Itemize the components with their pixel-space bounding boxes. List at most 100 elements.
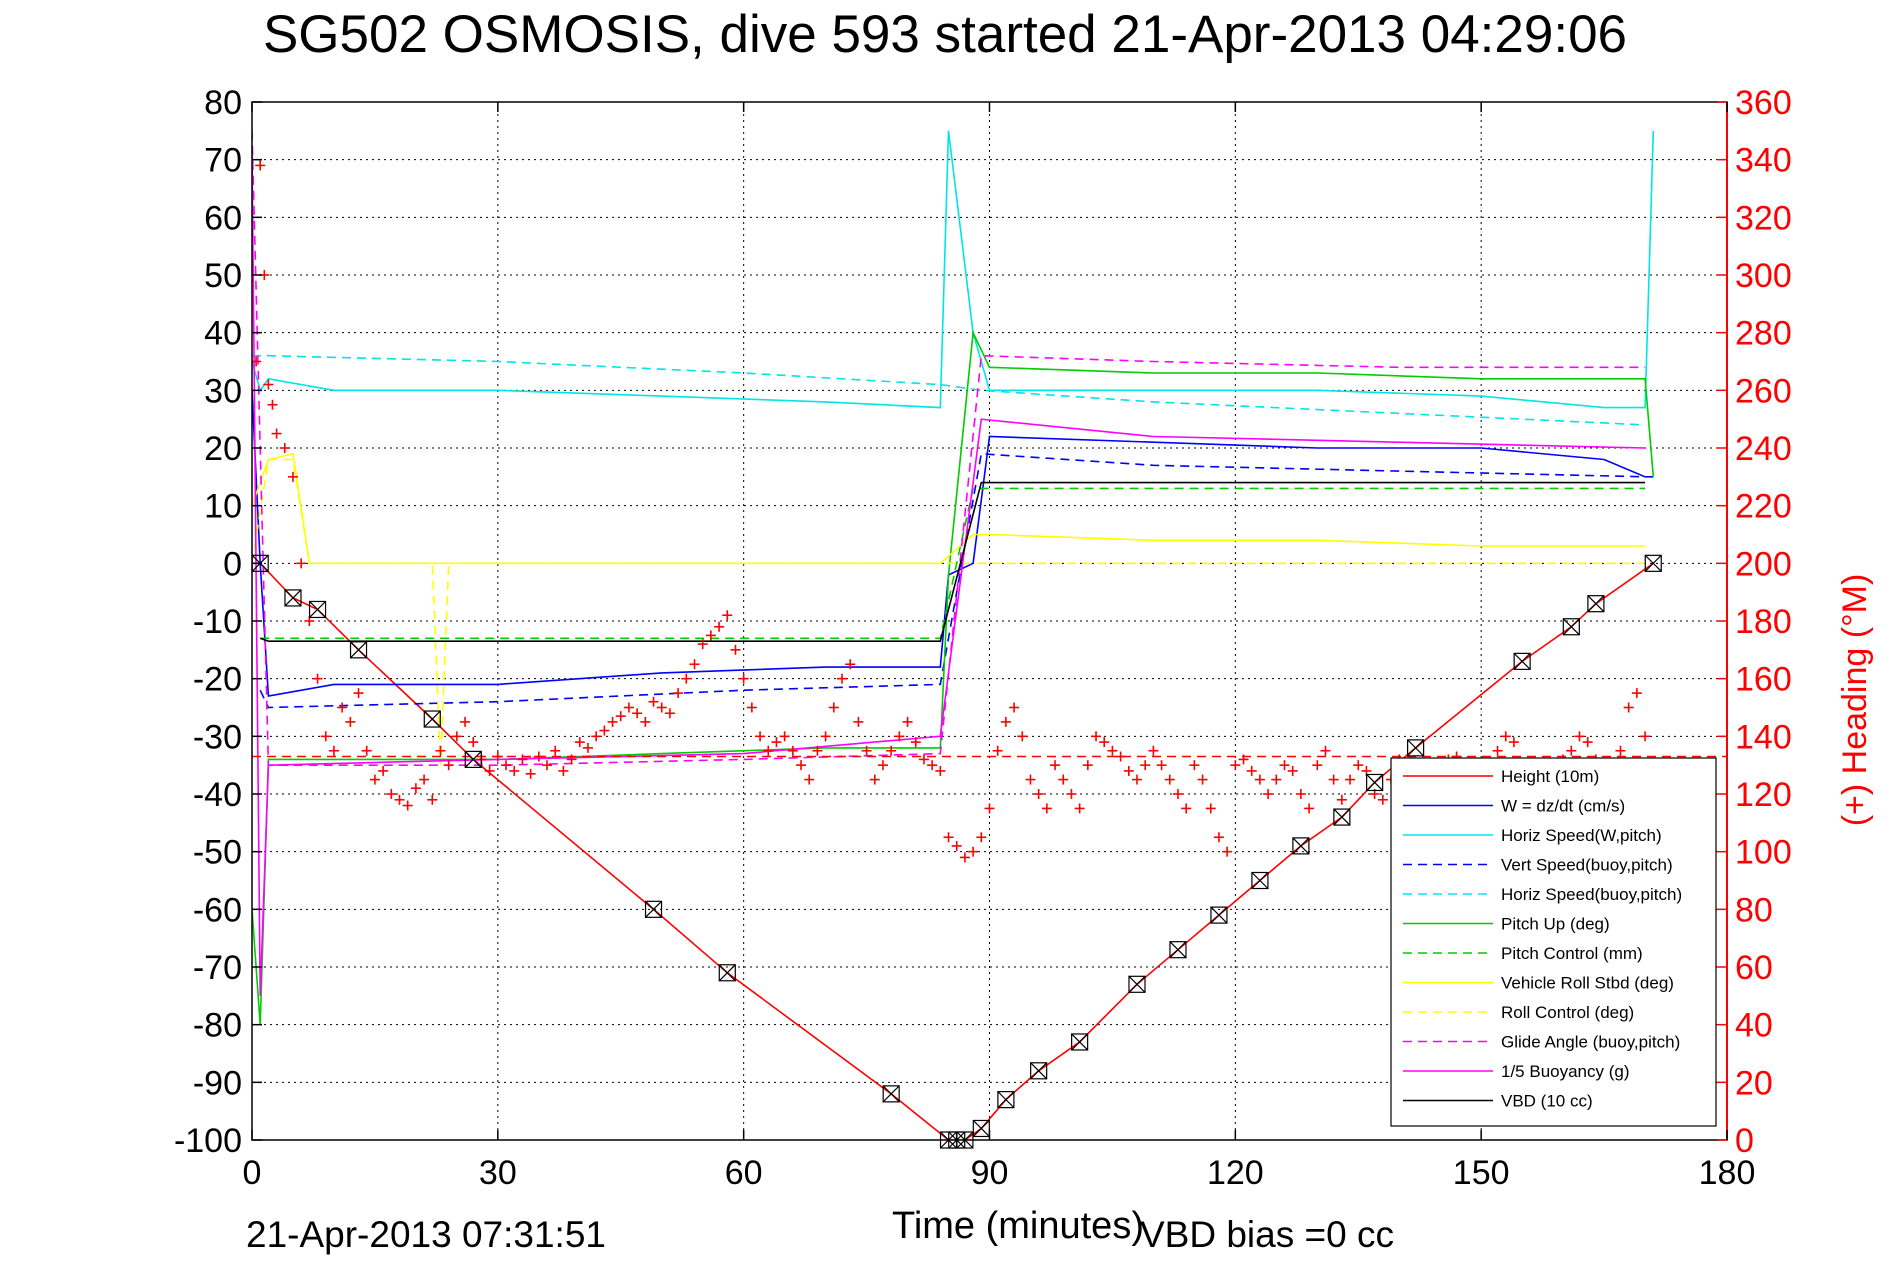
legend-label: VBD (10 cc) bbox=[1501, 1092, 1593, 1111]
left-axis-ticks: 80 70 60 50 40 30 20 10 0 -10 -20 -30 -40 -50 -60 -70 -8… bbox=[174, 84, 262, 1160]
heading-point bbox=[656, 702, 667, 713]
heading-point bbox=[1377, 794, 1388, 805]
heading-point bbox=[894, 731, 905, 742]
heading-point bbox=[1492, 745, 1503, 756]
y-tick-label: 80 bbox=[204, 84, 242, 122]
heading-point bbox=[1091, 731, 1102, 742]
heading-point bbox=[1222, 846, 1233, 857]
x-axis-ticks: 0 30 60 90 120 150 180 bbox=[243, 102, 1756, 1192]
heading-point bbox=[328, 745, 339, 756]
heading-point bbox=[501, 760, 512, 771]
heading-point bbox=[353, 688, 364, 699]
y2-tick-label: 40 bbox=[1735, 1007, 1773, 1045]
heading-point bbox=[533, 751, 544, 762]
y2-tick-label: 320 bbox=[1735, 199, 1792, 237]
x-tick-label: 60 bbox=[725, 1154, 763, 1192]
x-tick-label: 120 bbox=[1207, 1154, 1264, 1192]
heading-point bbox=[804, 774, 815, 785]
chart-title: SG502 OSMOSIS, dive 593 started 21-Apr-2… bbox=[263, 5, 1627, 64]
heading-point bbox=[648, 696, 659, 707]
heading-point bbox=[1574, 731, 1585, 742]
y-tick-label: 10 bbox=[204, 488, 242, 526]
heading-point bbox=[1189, 760, 1200, 771]
heading-point bbox=[796, 760, 807, 771]
heading-point bbox=[828, 702, 839, 713]
heading-point bbox=[296, 558, 307, 569]
y-tick-label: 40 bbox=[204, 315, 242, 353]
y2-tick-label: 160 bbox=[1735, 661, 1792, 699]
y2-tick-label: 20 bbox=[1735, 1064, 1773, 1102]
heading-point bbox=[1181, 803, 1192, 814]
y2-tick-label: 120 bbox=[1735, 776, 1792, 814]
y-tick-label: -80 bbox=[193, 1007, 242, 1045]
legend-entry: VBD (10 cc) bbox=[1403, 1092, 1593, 1111]
heading-point bbox=[1623, 702, 1634, 713]
heading-point bbox=[386, 789, 397, 799]
height-markers bbox=[251, 554, 1662, 1149]
right-axis-ticks: 3603403203002802602402202001801601401201… bbox=[1717, 84, 1792, 1160]
height-marker bbox=[972, 1119, 990, 1138]
x-tick-label: 90 bbox=[971, 1154, 1009, 1192]
heading-point bbox=[910, 737, 921, 748]
height-marker bbox=[464, 750, 482, 769]
y2-tick-label: 340 bbox=[1735, 142, 1792, 180]
heading-point bbox=[1508, 737, 1519, 748]
height-marker bbox=[1071, 1033, 1089, 1051]
heading-point bbox=[1156, 760, 1167, 771]
timestamp-annotation: 21-Apr-2013 07:31:51 bbox=[246, 1214, 606, 1255]
heading-point bbox=[1082, 760, 1093, 771]
heading-point bbox=[730, 644, 741, 655]
heading-point bbox=[1050, 760, 1061, 771]
heading-point bbox=[845, 659, 856, 670]
y-tick-label: 50 bbox=[204, 257, 242, 295]
heading-point bbox=[1640, 731, 1651, 742]
y2-tick-label: 140 bbox=[1735, 718, 1792, 756]
y-tick-label: -100 bbox=[174, 1122, 242, 1160]
heading-point bbox=[992, 745, 1003, 756]
y2-tick-label: 100 bbox=[1735, 834, 1792, 872]
heading-point bbox=[681, 673, 692, 684]
y-tick-label: -20 bbox=[193, 661, 242, 699]
height-marker bbox=[1128, 975, 1146, 993]
heading-point bbox=[558, 765, 569, 776]
heading-point bbox=[525, 768, 536, 779]
heading-point bbox=[877, 760, 888, 771]
heading-point bbox=[271, 428, 282, 439]
heading-point bbox=[1271, 774, 1282, 785]
y-tick-label: -30 bbox=[193, 718, 242, 756]
legend-label: W = dz/dt (cm/s) bbox=[1501, 797, 1625, 816]
y2-tick-label: 240 bbox=[1735, 430, 1792, 468]
heading-point bbox=[918, 754, 929, 765]
heading-point bbox=[1254, 774, 1265, 785]
heading-point bbox=[1148, 745, 1159, 756]
series-line-11 bbox=[259, 481, 1646, 643]
heading-point bbox=[1263, 789, 1274, 799]
y2-tick-label: 300 bbox=[1735, 257, 1792, 295]
height-marker bbox=[1513, 652, 1531, 670]
x-tick-label: 180 bbox=[1699, 1154, 1756, 1192]
height-marker bbox=[423, 710, 441, 728]
heading-point bbox=[1615, 745, 1626, 756]
legend-label: Height (10m) bbox=[1501, 767, 1599, 786]
heading-point bbox=[492, 751, 503, 762]
heading-point bbox=[460, 716, 471, 727]
heading-point bbox=[763, 745, 774, 756]
series-line-10 bbox=[252, 148, 1646, 996]
heading-point bbox=[1320, 745, 1331, 756]
heading-point bbox=[550, 745, 561, 756]
heading-point bbox=[369, 774, 380, 785]
heading-point bbox=[968, 846, 979, 857]
y2-tick-label: 80 bbox=[1735, 891, 1773, 929]
heading-point bbox=[1000, 716, 1011, 727]
legend-entry: Glide Angle (buoy,pitch) bbox=[1403, 1033, 1680, 1052]
heading-point bbox=[517, 754, 528, 765]
heading-point bbox=[1041, 803, 1052, 814]
vbd-bias-annotation: VBD bias =0 cc bbox=[1140, 1214, 1394, 1255]
legend-label: Horiz Speed(buoy,pitch) bbox=[1501, 885, 1682, 904]
height-marker bbox=[997, 1091, 1015, 1109]
legend-entry: W = dz/dt (cm/s) bbox=[1403, 797, 1625, 816]
heading-point bbox=[705, 630, 716, 641]
heading-point bbox=[902, 716, 913, 727]
legend-entry: 1/5 Buoyancy (g) bbox=[1403, 1062, 1630, 1081]
y-tick-label: -40 bbox=[193, 776, 242, 814]
